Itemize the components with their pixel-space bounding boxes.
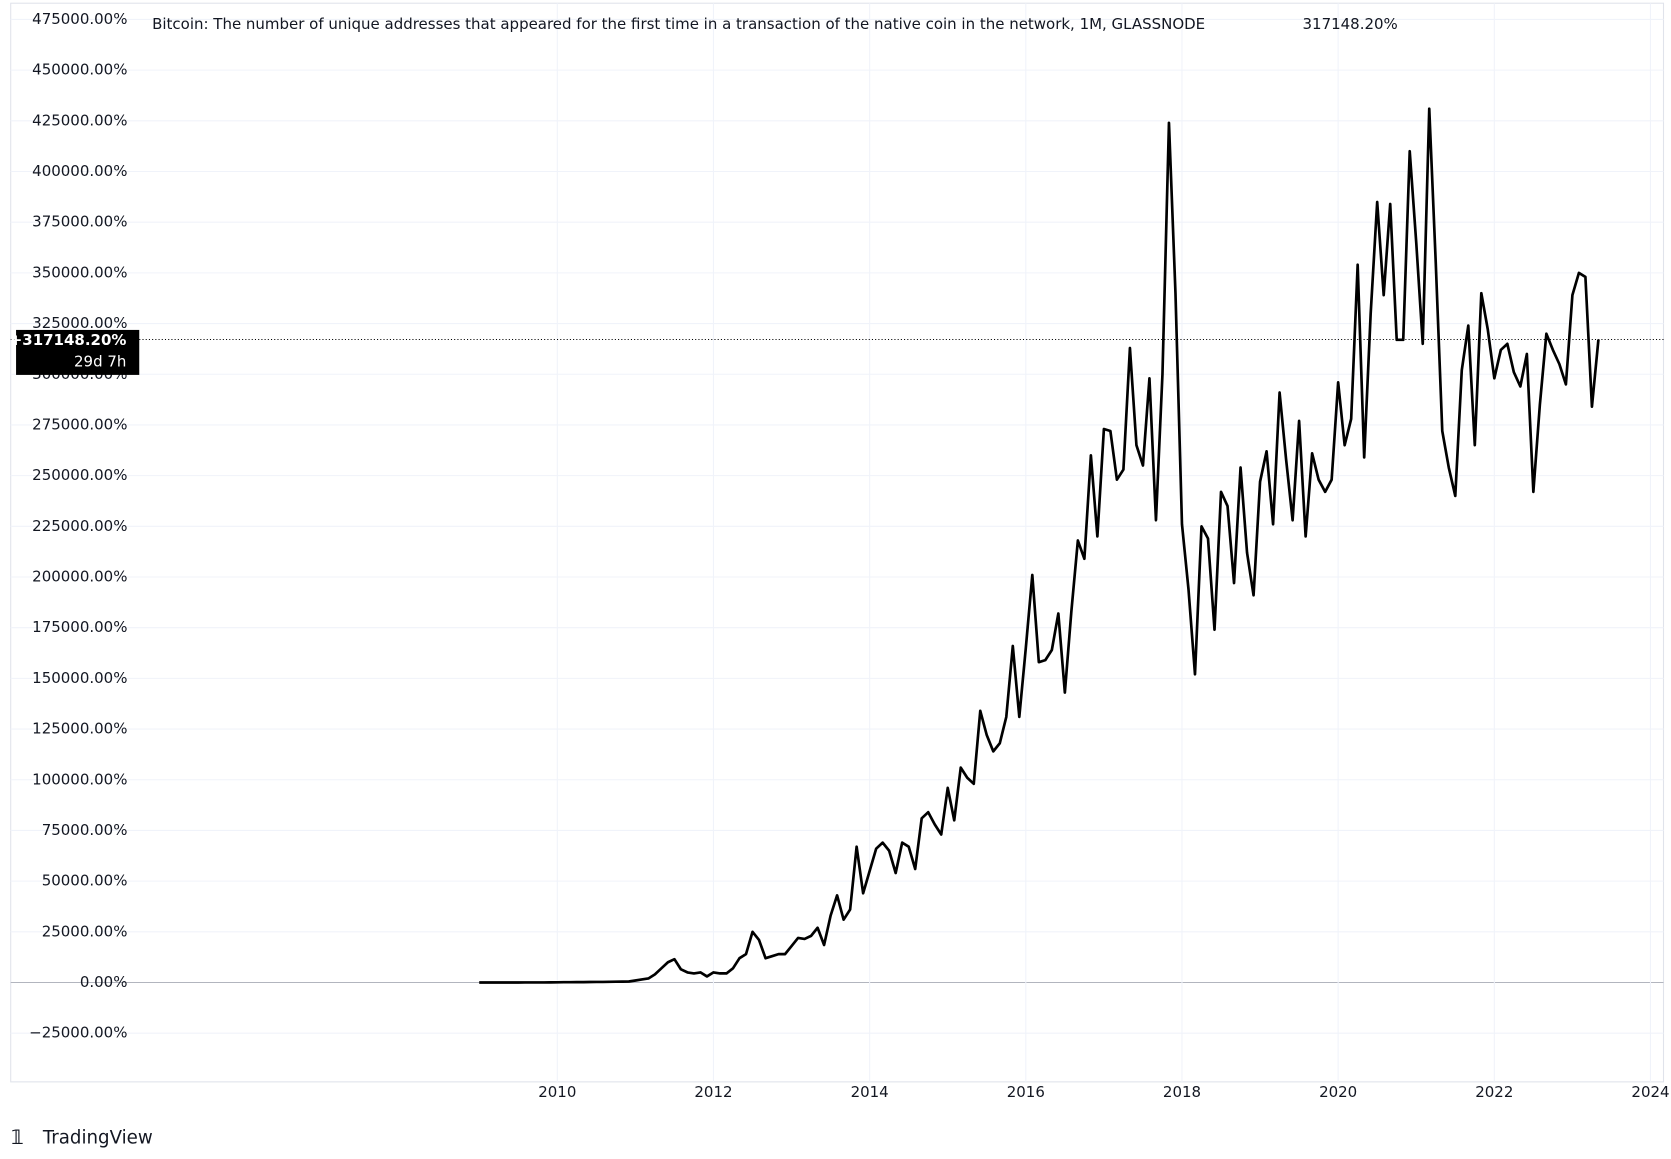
y-tick-label: 50000.00% xyxy=(42,872,128,890)
x-tick-label: 2022 xyxy=(1475,1083,1513,1101)
data-line xyxy=(479,107,1600,984)
x-tick-label: 2010 xyxy=(538,1083,576,1101)
y-tick-label: 125000.00% xyxy=(32,720,127,738)
grid xyxy=(10,3,1664,1082)
legend-value: 317148.20% xyxy=(1303,15,1398,33)
price-label-text: +317148.20% xyxy=(10,331,127,349)
x-tick-label: 2014 xyxy=(851,1083,889,1101)
y-tick-label: 325000.00% xyxy=(32,314,127,332)
x-tick-label: 2018 xyxy=(1163,1083,1201,1101)
y-tick-label: 150000.00% xyxy=(32,669,127,687)
x-tick-label: 2012 xyxy=(694,1083,732,1101)
price-label-box xyxy=(16,329,140,375)
y-tick-label: 225000.00% xyxy=(32,517,127,535)
plot-frame xyxy=(10,2,1665,1083)
y-tick-label: 425000.00% xyxy=(32,111,127,129)
y-tick-label: 375000.00% xyxy=(32,213,127,231)
x-tick-label: 2016 xyxy=(1007,1083,1045,1101)
y-tick-label: 75000.00% xyxy=(42,821,128,839)
brand-name: TradingView xyxy=(42,1128,153,1149)
y-tick-label: 275000.00% xyxy=(32,415,127,433)
y-tick-label: −25000.00% xyxy=(29,1024,127,1042)
countdown: 29d 7h xyxy=(74,353,126,371)
marks xyxy=(10,107,1664,984)
x-tick-label: 2020 xyxy=(1319,1083,1357,1101)
brand-logo: 𝟙 xyxy=(11,1126,24,1149)
y-tick-label: 250000.00% xyxy=(32,466,127,484)
x-tick-label: 2024 xyxy=(1631,1083,1669,1101)
y-tick-label: 175000.00% xyxy=(32,618,127,636)
y-tick-label: 475000.00% xyxy=(32,10,127,28)
brand: 𝟙 TradingView xyxy=(11,1126,153,1149)
y-tick-label: 400000.00% xyxy=(32,162,127,180)
price-label: +317148.20% 29d 7h xyxy=(10,329,140,375)
y-tick-label: 25000.00% xyxy=(42,922,128,940)
y-tick-label: 450000.00% xyxy=(32,61,127,79)
chart-title: Bitcoin: The number of unique addresses … xyxy=(152,15,1205,33)
y-tick-label: 100000.00% xyxy=(32,770,127,788)
y-tick-label: 350000.00% xyxy=(32,263,127,281)
y-tick-label: 200000.00% xyxy=(32,568,127,586)
y-tick-label: 0.00% xyxy=(80,973,128,991)
